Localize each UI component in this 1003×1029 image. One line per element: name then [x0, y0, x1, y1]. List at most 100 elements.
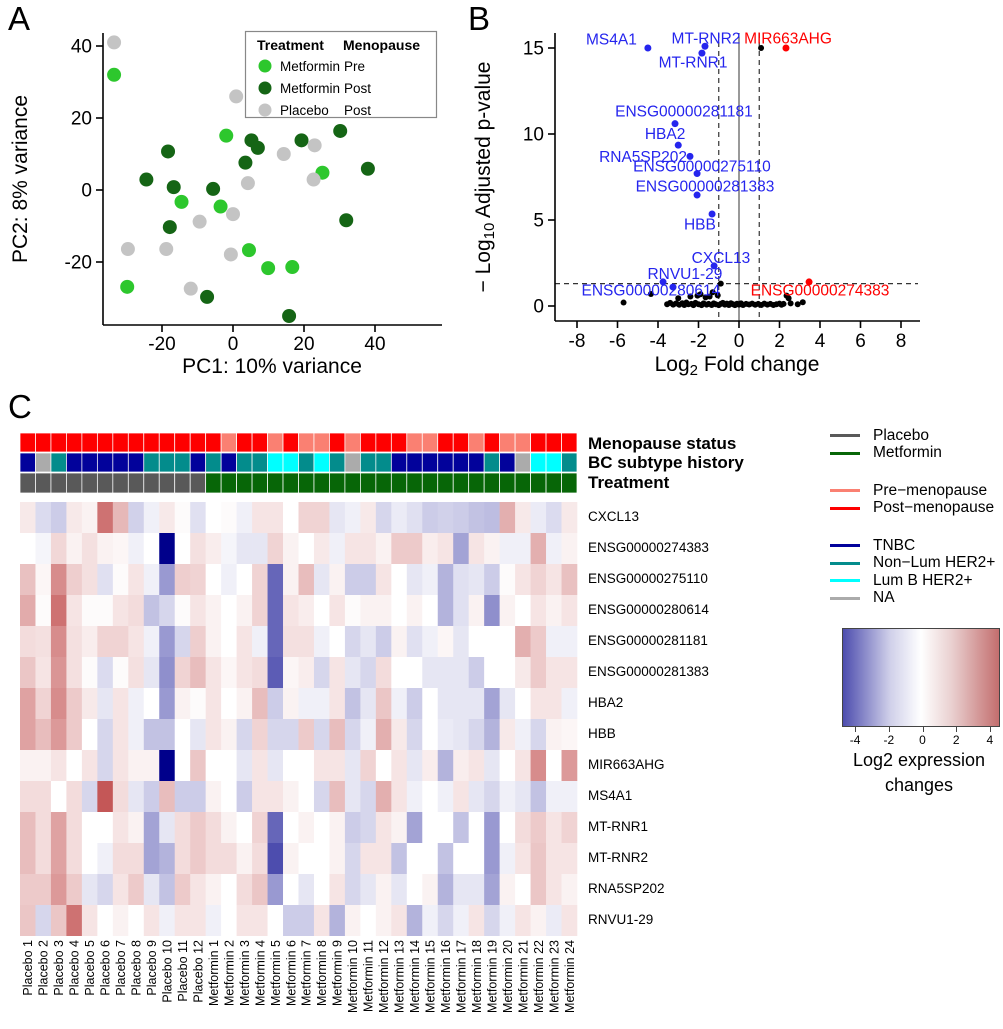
heatmap-cell — [283, 626, 299, 657]
heatmap-cell — [81, 533, 98, 564]
heatmap-cell — [252, 781, 268, 812]
heatmap-cell — [484, 843, 500, 874]
colorbar-tick-label: 4 — [986, 733, 994, 747]
legend-item-label: Lum B HER2+ — [873, 571, 973, 589]
heatmap-cell — [97, 719, 114, 750]
heatmap-cell — [561, 533, 578, 564]
annotation-cell-bc_subtype — [329, 452, 346, 473]
heatmap-cell — [205, 626, 222, 657]
heatmap-cell — [159, 719, 176, 750]
heatmap-cell — [66, 905, 83, 936]
heatmap-cell — [344, 657, 361, 688]
heatmap-cell — [267, 595, 284, 626]
heatmap-cell — [81, 843, 98, 874]
heatmap-cell — [97, 502, 114, 533]
annotation-cell-menopause — [96, 432, 114, 453]
heatmap-cell — [252, 905, 268, 936]
heatmap-cell — [81, 657, 98, 688]
annotation-cell-menopause — [344, 432, 361, 453]
colorbar-tick-label: 0 — [919, 733, 926, 747]
heatmap-cell — [406, 657, 423, 688]
heatmap-gene-label: HBB — [588, 726, 616, 741]
heatmap-cell — [283, 657, 299, 688]
annotation-cell-bc_subtype — [50, 452, 67, 473]
y-tick-label: 0 — [81, 181, 92, 202]
heatmap-cell — [546, 533, 562, 564]
annotation-cell-bc_subtype — [282, 452, 299, 473]
heatmap-cell — [437, 874, 454, 905]
heatmap-cell — [35, 502, 52, 533]
heatmap-cell — [252, 626, 268, 657]
pca-point — [107, 67, 122, 82]
heatmap-cell — [499, 781, 516, 812]
heatmap-cell — [112, 719, 129, 750]
volcano-bg-point — [647, 290, 654, 297]
heatmap-cell — [236, 533, 253, 564]
heatmap-cell — [515, 874, 531, 905]
heatmap-cell — [112, 905, 129, 936]
heatmap-cell — [252, 874, 268, 905]
heatmap-cell — [313, 533, 330, 564]
heatmap-cell — [468, 533, 485, 564]
volcano-bg-point — [787, 300, 794, 307]
heatmap-cell — [128, 719, 145, 750]
x-tick-label: 40 — [364, 334, 385, 355]
column-label: Metformin 15 — [424, 940, 438, 1013]
volcano-gene-label: HBA2 — [645, 126, 686, 143]
heatmap-cell — [159, 905, 176, 936]
heatmap-cell — [406, 812, 423, 843]
heatmap-cell — [406, 781, 423, 812]
heatmap-cell — [283, 874, 299, 905]
column-label: Placebo 4 — [68, 940, 82, 996]
annotation-cell-bc_subtype — [189, 452, 207, 473]
volcano-bg-point — [717, 280, 724, 287]
heatmap-cell — [391, 750, 408, 781]
heatmap-cell — [190, 626, 206, 657]
annotation-cell-bc_subtype — [468, 452, 485, 473]
heatmap-cell — [499, 905, 516, 936]
annotation-cell-menopause — [267, 432, 284, 453]
volcano-gene-point — [805, 278, 813, 286]
pca-point — [241, 243, 256, 258]
annotation-cell-bc_subtype — [81, 452, 98, 473]
heatmap-cell — [283, 812, 299, 843]
heatmap-cell — [50, 564, 67, 595]
heatmap-cell — [112, 564, 129, 595]
column-label: Metformin 20 — [501, 940, 515, 1013]
legend-item-label: NA — [873, 589, 895, 607]
heatmap-gene-label: RNVU1-29 — [588, 912, 654, 927]
annotation-cell-treatment — [406, 472, 423, 494]
heatmap-cell — [267, 564, 284, 595]
pca-legend-header-treatment: Treatment — [257, 37, 324, 53]
heatmap-cell — [375, 905, 392, 936]
heatmap-cell — [283, 905, 299, 936]
annotation-cell-bc_subtype — [158, 452, 176, 473]
volcano-gene-label: MT-RNR2 — [672, 31, 741, 48]
heatmap-cell — [190, 657, 206, 688]
pca-legend-treatment-label: Metformin — [280, 81, 340, 96]
heatmap-cell — [546, 688, 562, 719]
column-label: Metformin 6 — [284, 940, 298, 1006]
heatmap-cell — [20, 781, 36, 812]
heatmap-cell — [159, 688, 176, 719]
pca-point — [200, 289, 215, 304]
heatmap-cell — [174, 533, 191, 564]
heatmap-cell — [375, 719, 392, 750]
heatmap-cell — [437, 626, 454, 657]
heatmap-cell — [499, 657, 516, 688]
heatmap-cell — [329, 595, 346, 626]
heatmap-cell — [298, 750, 315, 781]
heatmap-cell — [97, 750, 114, 781]
heatmap-cell — [329, 812, 346, 843]
annotation-cell-menopause — [282, 432, 299, 453]
heatmap-cell — [484, 750, 500, 781]
heatmap-cell — [252, 688, 268, 719]
heatmap-cell — [468, 781, 485, 812]
heatmap-cell — [159, 657, 176, 688]
heatmap-cell — [453, 843, 469, 874]
heatmap-cell — [546, 812, 562, 843]
heatmap-cell — [283, 595, 299, 626]
pca-point — [139, 172, 154, 187]
heatmap-cell — [50, 688, 67, 719]
volcano-gene-label: RNVU1-29 — [647, 266, 722, 283]
